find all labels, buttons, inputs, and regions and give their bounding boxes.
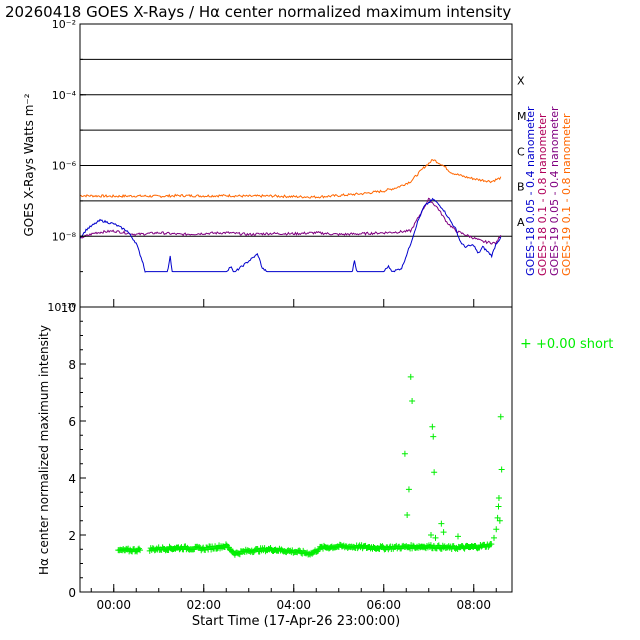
ha-point [432, 534, 439, 541]
chart-title: 20260418 GOES X-Rays / Hα center normali… [5, 3, 511, 21]
xray-legend-entry: GOES-18 0.05 - 0.4 nanometer [524, 106, 537, 276]
ha-point [431, 469, 438, 476]
xray-panel: 10⁻² 10⁻⁴ 10⁻⁶ 10⁻⁸ 10⁻¹⁰ X M C B A GOES X-Rays … [22, 18, 573, 314]
flare-class-a: A [517, 216, 525, 229]
ha-point [491, 534, 497, 541]
ha-point [409, 398, 416, 405]
ha-point [488, 541, 495, 548]
flare-class-x: X [517, 75, 525, 88]
ha-ytick-label: 4 [68, 472, 76, 486]
ha-ytick-label: 10 [61, 301, 76, 315]
ha-point [438, 520, 445, 527]
ha-point [427, 542, 434, 549]
ha-point [429, 423, 436, 430]
ha-xtick-label: 06:00 [366, 598, 401, 612]
ha-xtick-label: 08:00 [456, 598, 491, 612]
ha-y-ticks: 0 2 4 6 8 10 [61, 301, 86, 600]
ha-ytick-label: 6 [68, 415, 76, 429]
xray-legend: GOES-18 0.05 - 0.4 nanometer GOES-18 0.1 … [524, 106, 573, 276]
ha-point [401, 450, 408, 457]
xray-ytick-label: 10⁻⁸ [52, 230, 77, 243]
ha-point [137, 547, 144, 554]
xray-ytick-label: 10⁻⁶ [52, 160, 77, 173]
flare-class-m: M [517, 110, 527, 123]
xray-ytick-label: 10⁻⁴ [52, 89, 77, 102]
ha-xtick-label: 02:00 [186, 598, 221, 612]
ha-point [495, 503, 502, 510]
ha-point [493, 526, 500, 533]
xray-legend-entry: GOES-18 0.1 - 0.8 nanometer [536, 113, 549, 276]
xray-series-group [79, 159, 502, 273]
ha-panel: 0 2 4 6 8 10 00:00 02:00 04:00 06:00 08:00 Hα cen… [37, 299, 613, 629]
ha-point [428, 532, 434, 538]
ha-point [495, 494, 502, 501]
ha-legend-label: +0.00 short [536, 337, 613, 352]
xray-ytick-label: 10⁻¹⁰ [47, 301, 76, 314]
ha-xtick-label: 04:00 [276, 598, 311, 612]
ha-point [440, 529, 447, 536]
ha-y-axis-label: Hα center normalized maximum intensity [37, 325, 51, 575]
xray-legend-entry: GOES-19 0.1 - 0.8 nanometer [560, 113, 573, 276]
ha-x-axis-label: Start Time (17-Apr-26 23:00:00) [192, 614, 400, 629]
ha-point [455, 533, 461, 540]
ha-ytick-label: 2 [68, 529, 76, 543]
ha-point [496, 517, 503, 524]
flare-class-labels: X M C B A [517, 75, 527, 230]
flare-class-b: B [517, 181, 525, 194]
ha-point [498, 466, 505, 473]
ha-ytick-label: 8 [68, 358, 76, 372]
xray-y-ticks: 10⁻² 10⁻⁴ 10⁻⁶ 10⁻⁸ 10⁻¹⁰ [47, 18, 86, 314]
ha-point [404, 512, 411, 519]
flare-class-c: C [517, 145, 525, 158]
ha-x-ticks: 00:00 02:00 04:00 06:00 08:00 [90, 299, 497, 612]
ha-points-group [115, 373, 505, 558]
ha-ytick-label: 0 [68, 586, 76, 600]
ha-xtick-label: 00:00 [96, 598, 131, 612]
flare-class-lines [80, 58, 512, 237]
ha-point [222, 541, 229, 548]
ha-point [407, 373, 414, 380]
xray-series-line [79, 197, 502, 273]
xray-series-line [79, 197, 502, 245]
xray-legend-entry: GOES-19 0.05 - 0.4 nanometer [548, 106, 561, 276]
ha-point [136, 545, 143, 552]
xray-ytick-label: 10⁻² [52, 18, 76, 31]
xray-series-line [79, 159, 502, 199]
ha-point [430, 433, 437, 440]
ha-point [405, 486, 412, 493]
xray-y-axis-label: GOES X-Rays Watts m⁻² [22, 93, 36, 236]
ha-point [497, 413, 504, 420]
ha-legend-marker: + [520, 336, 532, 352]
